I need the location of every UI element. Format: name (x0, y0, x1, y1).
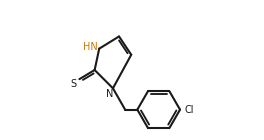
Text: Cl: Cl (185, 105, 194, 115)
Text: HN: HN (83, 42, 98, 52)
Text: N: N (106, 89, 114, 99)
Text: S: S (70, 79, 76, 89)
